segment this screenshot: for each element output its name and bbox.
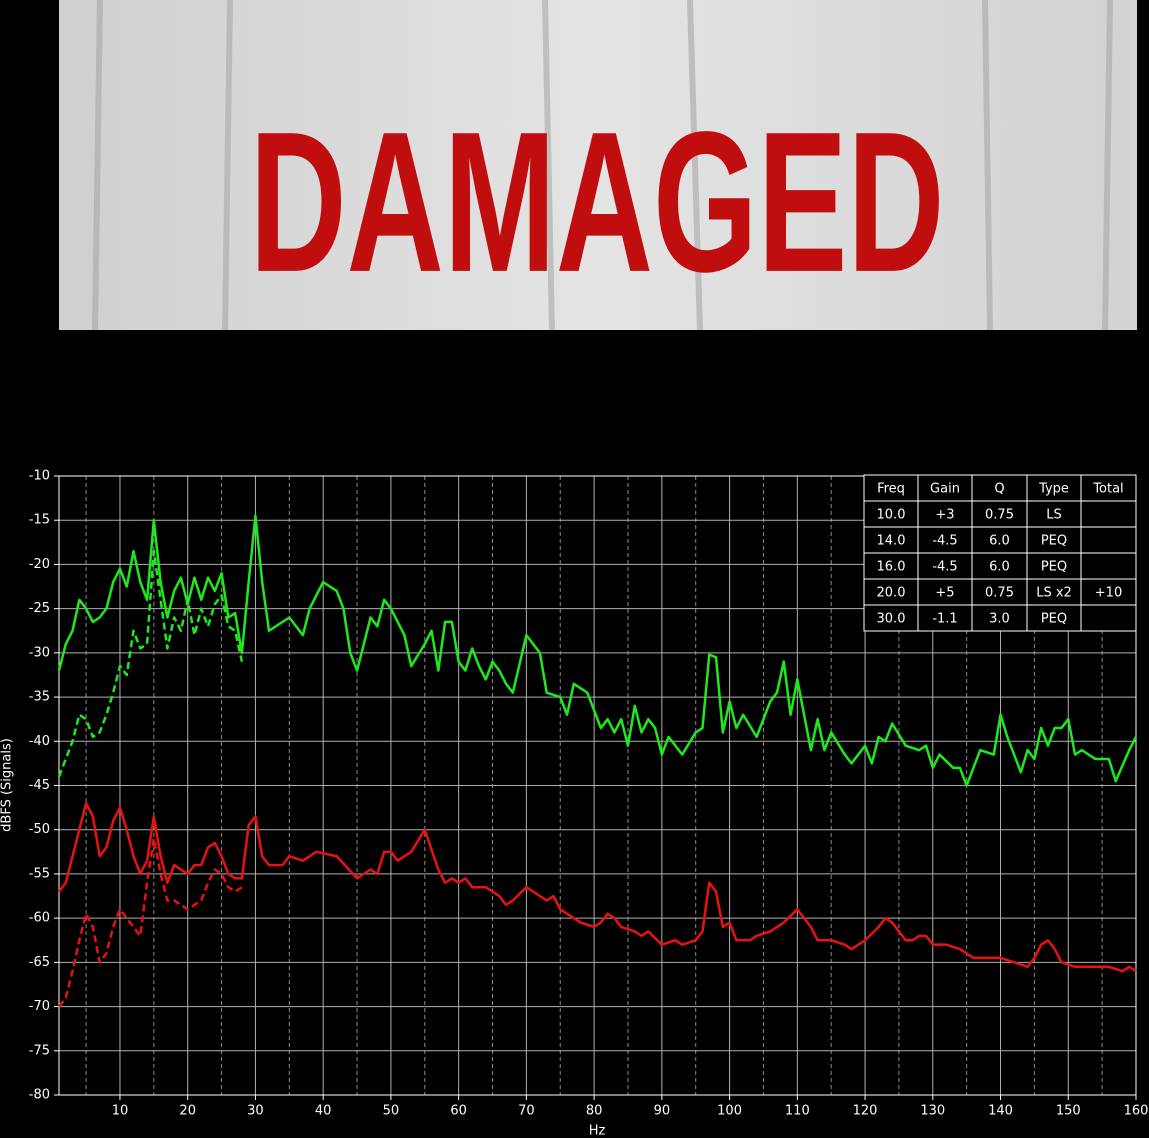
table-cell [863, 604, 919, 632]
y-tick-label: -60 [29, 911, 50, 926]
table-text: Type [1038, 482, 1069, 497]
table-text: -1.1 [932, 612, 957, 627]
table-cell [863, 474, 919, 502]
table-text: Gain [930, 482, 960, 497]
plot-frame [58, 475, 1137, 1096]
table-text: 14.0 [877, 534, 906, 549]
y-tick-label: -55 [29, 866, 50, 881]
table-cell [917, 526, 973, 554]
series-line [58, 801, 1137, 973]
y-tick-label: -65 [29, 955, 50, 970]
banner-title: DAMAGED [250, 91, 945, 314]
table-cell [1026, 526, 1082, 554]
table-text: LS x2 [1036, 586, 1072, 601]
x-tick-label: 140 [988, 1104, 1013, 1119]
banner: DAMAGED [59, 0, 1137, 331]
eq-table: Freq Gain Q Type Total 10.0 +3 0.75 LS 14.0 -4.5 6.… [863, 474, 1137, 632]
x-tick-label: 150 [1056, 1104, 1081, 1119]
x-tick-label: 80 [586, 1104, 603, 1119]
y-tick-label: -25 [29, 601, 50, 616]
x-tick-label: 40 [315, 1104, 332, 1119]
table-cell [1080, 526, 1137, 554]
table-text: +5 [935, 586, 954, 601]
table-text: 10.0 [877, 508, 906, 523]
table-cell [1026, 604, 1082, 632]
x-tick-label: 100 [717, 1104, 742, 1119]
table-text: 3.0 [989, 612, 1010, 627]
x-tick-label: 50 [383, 1104, 400, 1119]
table-text: 16.0 [877, 560, 906, 575]
y-tick-label: -75 [29, 1043, 50, 1058]
table-text: PEQ [1041, 534, 1067, 549]
table-cell [917, 604, 973, 632]
table-text: 20.0 [877, 586, 906, 601]
x-tick-label: 10 [112, 1104, 129, 1119]
x-tick-label: 30 [247, 1104, 264, 1119]
table-cell [1026, 578, 1082, 606]
table-cell [1080, 500, 1137, 528]
table-cell [971, 474, 1028, 502]
x-tick-label: 70 [518, 1104, 535, 1119]
table-text: 6.0 [989, 534, 1010, 549]
banner-background [59, 0, 1137, 330]
table-cell [917, 500, 973, 528]
y-tick-label: -80 [29, 1088, 50, 1103]
table-cell [971, 500, 1028, 528]
y-tick-label: -15 [29, 513, 50, 528]
table-text: +3 [935, 508, 954, 523]
x-tick-label: 120 [853, 1104, 878, 1119]
table-cell [1080, 474, 1137, 502]
y-tick-label: -35 [29, 690, 50, 705]
x-tick-label: 20 [179, 1104, 196, 1119]
table-text: 6.0 [989, 560, 1010, 575]
x-axis-label: Hz [589, 1124, 606, 1138]
y-tick-label: -40 [29, 734, 50, 749]
x-tick-label: 130 [920, 1104, 945, 1119]
table-text: +10 [1095, 586, 1122, 601]
table-text: PEQ [1041, 612, 1067, 627]
series-line [57, 549, 244, 778]
y-tick-label: -20 [29, 557, 50, 572]
table-text: -4.5 [932, 534, 957, 549]
table-cell [971, 578, 1028, 606]
table-text: -4.5 [932, 560, 957, 575]
table-cell [863, 500, 919, 528]
table-text: PEQ [1041, 560, 1067, 575]
y-tick-label: -70 [29, 999, 50, 1014]
y-tick-label: -30 [29, 645, 50, 660]
y-axis-label: dBFS (Signals) [0, 738, 15, 832]
y-tick-label: -50 [29, 822, 50, 837]
table-cell [1080, 604, 1137, 632]
table-text: 0.75 [985, 508, 1014, 523]
table-cell [971, 604, 1028, 632]
table-text: Total [1092, 482, 1123, 497]
table-text: LS [1046, 508, 1062, 523]
table-text: 0.75 [985, 586, 1014, 601]
x-tick-label: 60 [450, 1104, 467, 1119]
table-cell [1026, 474, 1082, 502]
table-text: Freq [877, 482, 905, 497]
series-line [57, 514, 1138, 787]
table-cell [1080, 552, 1137, 580]
x-tick-label: 110 [785, 1104, 810, 1119]
x-tick-label: 160 [1124, 1104, 1149, 1119]
table-text: Q [994, 482, 1004, 497]
x-tick-label: 90 [654, 1104, 671, 1119]
y-tick-label: -45 [29, 778, 50, 793]
table-text: 30.0 [877, 612, 906, 627]
trees [92, 0, 1113, 331]
table-cell [917, 578, 973, 606]
series-line [58, 837, 243, 1008]
y-tick-label: -10 [29, 469, 50, 484]
